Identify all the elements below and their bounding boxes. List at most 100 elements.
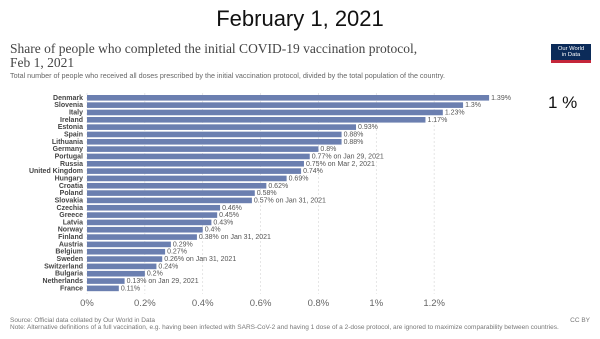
bar xyxy=(87,204,221,211)
value-label: 0.27% xyxy=(167,249,187,256)
category-label: Latvia xyxy=(63,219,83,226)
category-label: Slovenia xyxy=(54,102,83,109)
value-label: 0.46% xyxy=(222,205,242,212)
bar xyxy=(87,234,197,240)
value-label: 0.62% xyxy=(268,183,288,190)
value-label: 0.77% on Jan 29, 2021 xyxy=(312,153,384,160)
category-label: Lithuania xyxy=(52,139,83,146)
category-label: Austria xyxy=(59,241,83,248)
bar xyxy=(87,285,119,292)
bar xyxy=(87,263,157,270)
logo-line2: in Data xyxy=(561,52,581,59)
overlay-note: 1 % xyxy=(548,93,578,112)
bar xyxy=(87,95,490,101)
chart-subtitle: Total number of people who received all … xyxy=(10,71,445,80)
category-label: Spain xyxy=(64,131,83,138)
value-label: 0.93% xyxy=(358,124,378,131)
category-label: Norway xyxy=(58,227,83,234)
value-label: 1.39% xyxy=(491,95,511,102)
bar xyxy=(87,270,145,277)
category-label: Portugal xyxy=(55,153,83,160)
category-label: Croatia xyxy=(59,183,83,190)
bar xyxy=(87,146,319,152)
value-label: 0.57% on Jan 31, 2021 xyxy=(254,197,326,204)
value-label: 0.74% xyxy=(303,168,323,175)
x-tick-label: 1.2% xyxy=(423,298,445,309)
bar xyxy=(87,116,426,123)
category-label: Switzerland xyxy=(44,263,83,270)
bar xyxy=(87,138,342,145)
bar xyxy=(87,153,310,160)
value-label: 0.29% xyxy=(173,241,193,248)
category-label: Slovakia xyxy=(55,197,84,204)
x-tick-label: 0% xyxy=(80,298,94,309)
value-label: 0.45% xyxy=(219,212,239,219)
category-label: Czechia xyxy=(57,205,84,212)
license-link[interactable]: CC BY xyxy=(570,317,590,324)
value-label: 0.11% xyxy=(121,285,140,292)
chart-title-line2: Feb 1, 2021 xyxy=(10,55,75,70)
category-label: Sweden xyxy=(57,256,83,263)
value-label: 0.4% xyxy=(205,227,221,234)
logo-line1: Our World xyxy=(557,46,585,52)
value-label: 0.75% on Mar 2, 2021 xyxy=(306,161,375,168)
bar xyxy=(87,256,163,262)
category-label: Estonia xyxy=(58,124,83,131)
bar xyxy=(87,197,252,204)
category-label: France xyxy=(60,285,83,292)
value-label: 0.26% on Jan 31, 2021 xyxy=(164,256,236,263)
x-tick-label: 0.6% xyxy=(250,298,272,309)
value-label: 1.23% xyxy=(445,109,465,116)
category-label: Germany xyxy=(53,146,83,153)
bar xyxy=(87,226,203,233)
category-label: Hungary xyxy=(55,175,84,182)
category-label: Belgium xyxy=(55,249,83,256)
value-label: 0.2% xyxy=(147,271,163,278)
x-tick-label: 0.8% xyxy=(308,298,330,309)
category-label: Bulgaria xyxy=(55,271,83,278)
x-tick-label: 1% xyxy=(369,298,383,309)
category-label: Denmark xyxy=(53,95,83,102)
value-label: 1.17% xyxy=(427,117,447,124)
category-label: Finland xyxy=(58,234,83,241)
bar xyxy=(87,212,218,218)
footnote: Note: Alternative definitions of a full … xyxy=(10,324,559,331)
bar xyxy=(87,131,342,138)
chart-title-line1: Share of people who completed the initia… xyxy=(10,41,418,56)
bar xyxy=(87,175,287,182)
value-label: 0.8% xyxy=(320,146,336,153)
value-label: 0.58% xyxy=(257,190,277,197)
bar xyxy=(87,109,443,116)
bar xyxy=(87,168,302,174)
bar xyxy=(87,219,212,226)
value-label: 0.43% xyxy=(213,219,233,226)
value-label: 0.24% xyxy=(158,263,178,270)
bar xyxy=(87,241,171,248)
value-label: 1.3% xyxy=(465,102,481,109)
bar xyxy=(87,124,357,130)
value-label: 0.13% on Jan 29, 2021 xyxy=(127,278,199,285)
value-label: 0.88% xyxy=(344,139,364,146)
source-text: Source: Official data collated by Our Wo… xyxy=(10,317,155,324)
x-tick-label: 0.4% xyxy=(192,298,214,309)
bar xyxy=(87,102,464,108)
bar xyxy=(87,190,255,196)
value-label: 0.69% xyxy=(289,175,309,182)
slide-title: February 1, 2021 xyxy=(216,6,384,31)
category-label: Greece xyxy=(59,212,83,219)
category-label: Ireland xyxy=(60,117,83,124)
category-label: Italy xyxy=(69,109,83,116)
category-label: Russia xyxy=(60,161,83,168)
category-label: United Kingdom xyxy=(29,168,83,175)
bar xyxy=(87,182,267,189)
category-label: Poland xyxy=(60,190,83,197)
category-label: Netherlands xyxy=(43,278,84,285)
value-label: 0.38% on Jan 31, 2021 xyxy=(199,234,271,241)
bar xyxy=(87,248,166,255)
x-tick-label: 0.2% xyxy=(134,298,156,309)
bar xyxy=(87,278,125,284)
chart-title: Share of people who completed the initia… xyxy=(10,42,530,70)
our-world-in-data-logo[interactable]: Our World in Data xyxy=(551,44,591,63)
value-label: 0.88% xyxy=(344,131,364,138)
